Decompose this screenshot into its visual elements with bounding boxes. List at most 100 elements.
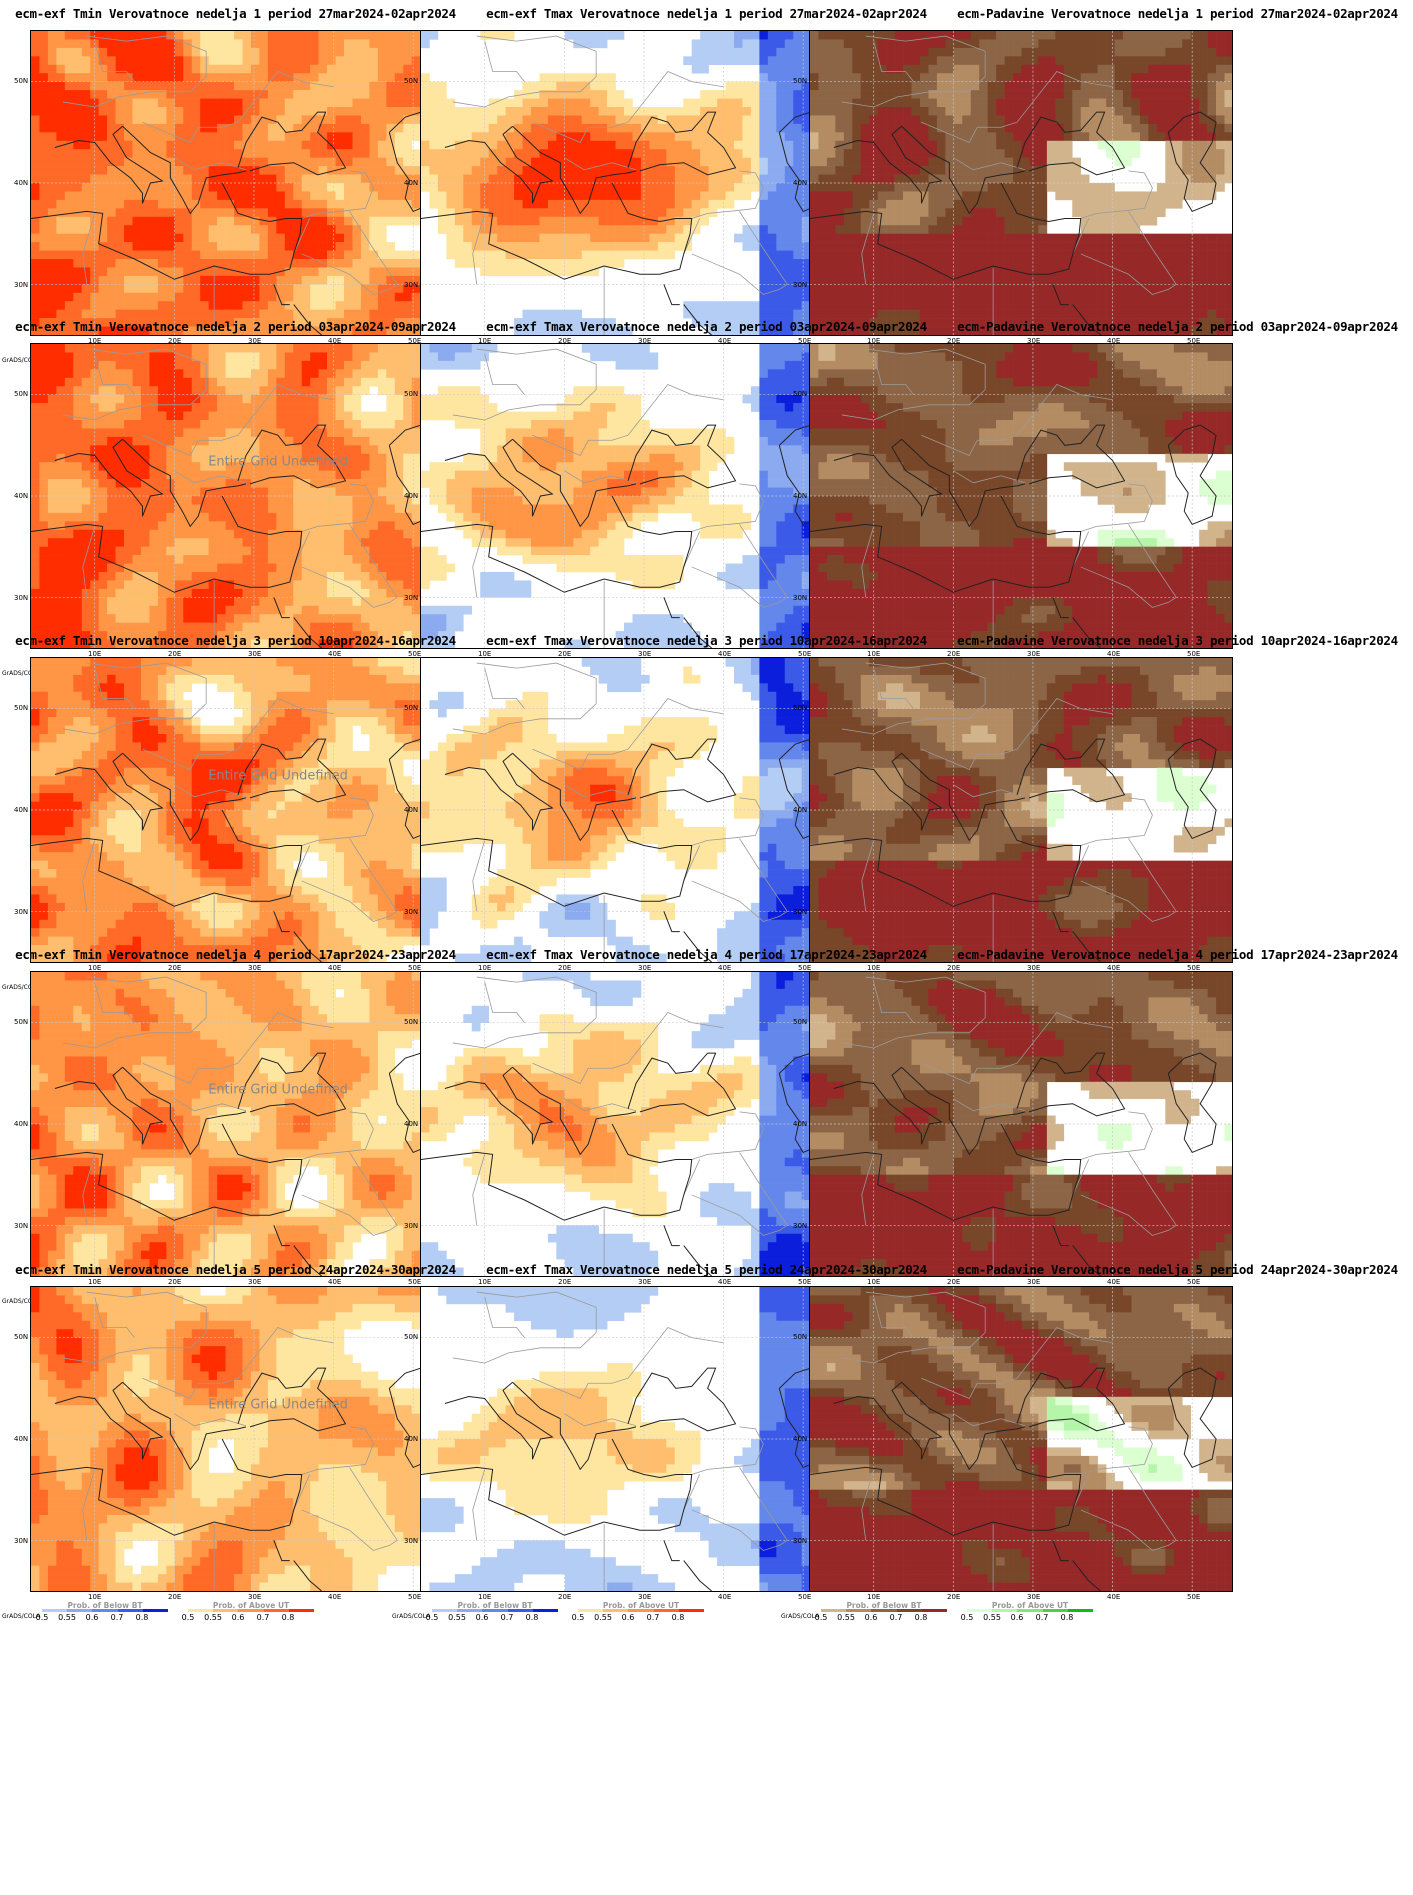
lon-label: 40E xyxy=(718,650,731,658)
colorbar-tick: 0.7 xyxy=(647,1613,660,1622)
lon-label: 40E xyxy=(1107,650,1120,658)
lon-label: 50E xyxy=(408,1593,421,1601)
colorbar-swatch xyxy=(653,1609,679,1612)
lon-label: 10E xyxy=(867,1278,880,1286)
colorbar-tick: 0.8 xyxy=(526,1613,539,1622)
lon-label: 50E xyxy=(798,964,811,972)
lon-label: 50E xyxy=(798,1593,811,1601)
lat-label: 50N xyxy=(14,1018,28,1026)
lat-label: 30N xyxy=(404,1222,418,1230)
graticule xyxy=(31,1287,453,1591)
country-borders xyxy=(452,35,788,335)
country-borders xyxy=(452,976,788,1276)
colorbar-tick: 0.7 xyxy=(1036,1613,1049,1622)
graticule xyxy=(421,344,843,648)
colorbar-tick: 0.55 xyxy=(983,1613,1001,1622)
lon-label: 40E xyxy=(718,1278,731,1286)
lon-label: 10E xyxy=(867,1593,880,1601)
colorbar-tick: 0.8 xyxy=(136,1613,149,1622)
forecast-panel: ecm-Padavine Verovatnoce nedelja 1 perio… xyxy=(781,0,1413,379)
colorbar-swatch xyxy=(967,1609,993,1612)
colorbar-tick: 0.5 xyxy=(36,1613,49,1622)
forecast-panel: ecm-exf Tmin Verovatnoce nedelja 4 perio… xyxy=(0,941,471,1320)
lon-label: 20E xyxy=(558,1278,571,1286)
country-borders xyxy=(841,35,1177,335)
lon-label: 50E xyxy=(1187,650,1200,658)
graticule xyxy=(31,344,453,648)
colorbar-swatch xyxy=(482,1609,508,1612)
probability-map xyxy=(420,343,844,649)
lon-label: 40E xyxy=(718,337,731,345)
probability-cells xyxy=(421,344,843,648)
lon-label: 20E xyxy=(168,1278,181,1286)
lon-label: 10E xyxy=(478,1278,491,1286)
map-canvas xyxy=(421,344,843,648)
lon-label: 10E xyxy=(867,964,880,972)
lon-label: 20E xyxy=(558,1593,571,1601)
colorbar-swatch xyxy=(578,1609,604,1612)
colorbar-title: Prob. of Below BT xyxy=(432,1601,558,1610)
country-borders xyxy=(841,348,1177,648)
lat-label: 30N xyxy=(14,908,28,916)
map-canvas xyxy=(810,344,1232,648)
colorbar-swatch xyxy=(288,1609,315,1612)
lon-label: 20E xyxy=(168,1593,181,1601)
colorbar-above: Prob. of Above UT 0.5 0.55 0.6 0.7 0.8 xyxy=(182,1601,315,1622)
lat-label: 50N xyxy=(14,1333,28,1341)
lon-label: 30E xyxy=(638,1278,651,1286)
coastlines xyxy=(421,1367,828,1591)
lat-label: 30N xyxy=(793,281,807,289)
probability-map xyxy=(809,30,1233,336)
lon-label: 40E xyxy=(718,1593,731,1601)
probability-map xyxy=(420,1286,844,1592)
colorbar-tick: 0.5 xyxy=(182,1613,195,1622)
lon-label: 40E xyxy=(328,1278,341,1286)
lon-label: 10E xyxy=(867,337,880,345)
country-borders xyxy=(62,976,398,1276)
lat-label: 30N xyxy=(793,1222,807,1230)
colorbar-swatch xyxy=(432,1609,458,1612)
grads-label: GrADS/COLA xyxy=(392,1613,430,1620)
country-borders xyxy=(62,35,398,335)
lat-label: 40N xyxy=(14,492,28,500)
colorbar-swatch xyxy=(532,1609,559,1612)
lat-label: 50N xyxy=(404,704,418,712)
probability-map: Entire Grid Undefined xyxy=(30,971,454,1277)
coastlines xyxy=(810,1367,1217,1591)
map-canvas xyxy=(810,972,1232,1276)
lat-label: 50N xyxy=(404,1333,418,1341)
colorbar-swatch xyxy=(921,1609,948,1612)
colorbar-tick: 0.8 xyxy=(915,1613,928,1622)
lon-label: 20E xyxy=(558,337,571,345)
lon-label: 30E xyxy=(1027,1593,1040,1601)
colorbar-tick: 0.6 xyxy=(622,1613,635,1622)
panel-title: ecm-exf Tmin Verovatnoce nedelja 5 perio… xyxy=(0,1262,471,1277)
undefined-label: Entire Grid Undefined xyxy=(208,1083,348,1098)
lat-label: 30N xyxy=(793,1537,807,1545)
map-canvas: Entire Grid Undefined xyxy=(31,344,453,648)
lon-label: 30E xyxy=(248,1278,261,1286)
lon-label: 30E xyxy=(638,964,651,972)
colorbar-tick: 0.5 xyxy=(815,1613,828,1622)
colorbar-above: Prob. of Above UT 0.5 0.55 0.6 0.7 0.8 xyxy=(961,1601,1094,1622)
undefined-label: Entire Grid Undefined xyxy=(208,769,348,784)
panel-title: ecm-exf Tmin Verovatnoce nedelja 4 perio… xyxy=(0,947,471,962)
probability-cells xyxy=(31,1287,453,1591)
lat-label: 40N xyxy=(404,179,418,187)
panel-title: ecm-exf Tmax Verovatnoce nedelja 5 perio… xyxy=(471,1262,942,1277)
map-canvas xyxy=(421,972,843,1276)
colorbar-swatch xyxy=(457,1609,483,1612)
forecast-panel: ecm-exf Tmax Verovatnoce nedelja 2 perio… xyxy=(392,313,942,692)
lon-label: 50E xyxy=(1187,1593,1200,1601)
lat-label: 50N xyxy=(404,77,418,85)
colorbar-swatch xyxy=(213,1609,239,1612)
lon-label: 20E xyxy=(168,650,181,658)
colorbar-swatch xyxy=(628,1609,654,1612)
map-canvas xyxy=(810,658,1232,962)
lat-label: 50N xyxy=(793,1333,807,1341)
lon-label: 50E xyxy=(798,337,811,345)
lon-label: 30E xyxy=(638,337,651,345)
country-borders xyxy=(452,1291,788,1591)
colorbar-tick: 0.5 xyxy=(572,1613,585,1622)
